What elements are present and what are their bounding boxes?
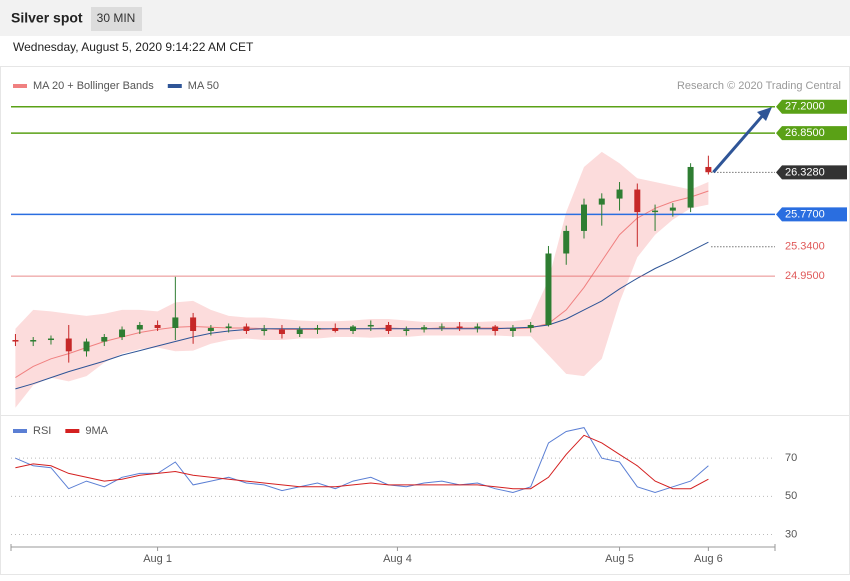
y-tick-label: 50 xyxy=(785,490,797,502)
candle-body xyxy=(332,327,339,331)
candle-body xyxy=(190,317,197,331)
candle-body xyxy=(545,253,552,325)
rsi-line xyxy=(15,427,709,494)
candle-body xyxy=(385,324,392,331)
arrow xyxy=(712,113,766,174)
candle-body xyxy=(598,198,605,205)
legend-label: RSI xyxy=(33,425,51,437)
candle-body xyxy=(421,327,428,330)
y-tick-label: 70 xyxy=(785,452,797,464)
candle-body xyxy=(509,327,516,331)
legend-label: MA 50 xyxy=(188,80,219,92)
level-label: 26.3280 xyxy=(785,166,825,178)
candle-body xyxy=(687,166,694,208)
candle-body xyxy=(581,204,587,231)
legend-swatch xyxy=(65,429,80,433)
legend-swatch xyxy=(167,84,182,88)
candle-body xyxy=(278,329,285,335)
candle-body xyxy=(367,324,374,327)
candle-body xyxy=(172,317,179,328)
candle-body xyxy=(30,340,37,342)
level-tag xyxy=(776,99,847,114)
arrow-head xyxy=(757,107,772,121)
level-label: 27.2000 xyxy=(785,101,825,113)
legend-swatch xyxy=(13,84,27,88)
level-label: 25.7700 xyxy=(785,208,825,220)
candle-body xyxy=(47,338,54,341)
level-tag xyxy=(776,165,847,180)
candle-body xyxy=(705,166,712,173)
candle-body xyxy=(474,326,481,328)
candle-body xyxy=(296,329,303,335)
credit: Research © 2020 Trading Central xyxy=(677,80,841,92)
level-tag xyxy=(776,126,847,141)
candle-body xyxy=(12,340,19,342)
candle-body xyxy=(136,324,143,330)
level-label: 24.9500 xyxy=(785,270,825,282)
title: Silver spot xyxy=(11,10,83,26)
candle-body xyxy=(456,326,463,328)
candle-body xyxy=(438,326,445,328)
legend-label: MA 20 + Bollinger Bands xyxy=(33,80,154,92)
candle-body xyxy=(634,189,641,213)
legend-swatch xyxy=(13,429,27,433)
candle-body xyxy=(527,324,534,328)
level-label: 25.3400 xyxy=(785,241,825,253)
ma-line xyxy=(15,241,709,390)
interval: 30 MIN xyxy=(97,11,136,25)
candle-body xyxy=(403,329,410,331)
candle-body xyxy=(652,210,659,213)
candle-body xyxy=(314,327,321,330)
candle-body xyxy=(563,230,570,254)
legend-label: 9MA xyxy=(85,425,108,437)
candle-body xyxy=(669,207,676,211)
date: Wednesday, August 5, 2020 9:14:22 AM CET xyxy=(13,40,254,54)
candle-body xyxy=(261,329,268,331)
candle-body xyxy=(492,326,499,331)
x-tick-label: Aug 6 xyxy=(694,553,723,565)
candle-body xyxy=(101,337,108,342)
candle-body xyxy=(154,324,161,328)
rsi-line xyxy=(15,434,709,490)
level-label: 26.8500 xyxy=(785,127,825,139)
candle-body xyxy=(243,326,250,331)
candle-body xyxy=(350,326,357,331)
bollinger-band xyxy=(15,151,709,408)
candle-body xyxy=(616,189,623,199)
interval-box xyxy=(91,7,142,31)
candle-body xyxy=(83,341,90,352)
candle-body xyxy=(65,338,72,352)
candle-body xyxy=(207,327,214,331)
level-tag xyxy=(776,207,847,222)
x-tick-label: Aug 4 xyxy=(383,553,412,565)
x-tick-label: Aug 1 xyxy=(143,553,172,565)
y-tick-label: 30 xyxy=(785,528,797,540)
candle-body xyxy=(119,329,126,338)
x-tick-label: Aug 5 xyxy=(605,553,634,565)
candle-body xyxy=(225,326,232,328)
